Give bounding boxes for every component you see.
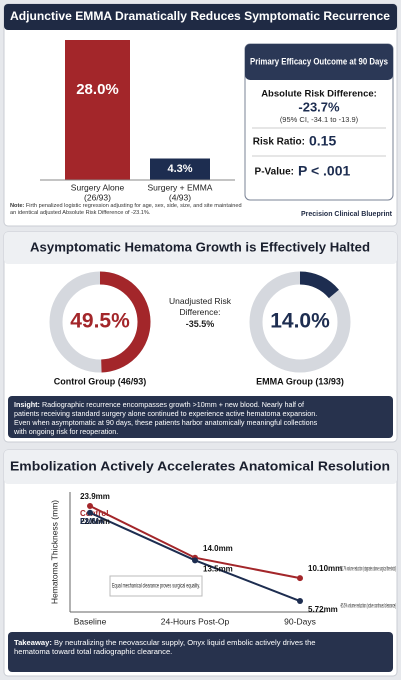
value-label: 4.3%: [167, 163, 192, 175]
takeaway-label: Takeaway:: [14, 638, 52, 647]
box-value: -23.7%: [298, 99, 340, 114]
donut-arc: [299, 271, 339, 299]
insight-box: Insight: Radiographic recurrence encompa…: [8, 396, 393, 438]
point: [87, 502, 93, 509]
bar: [150, 158, 210, 180]
donut-label: Control Group (46/93): [54, 376, 147, 386]
brand: Precision Clinical Blueprint: [301, 211, 393, 218]
box-label: P-Value:: [255, 167, 294, 178]
point: [297, 575, 303, 582]
panel-title: Asymptomatic Hematoma Growth is Effectiv…: [30, 239, 370, 254]
data-label: 13.5mm: [203, 564, 233, 573]
data-label: 14.0mm: [203, 544, 233, 553]
rd-value: -35.5%: [185, 319, 215, 330]
panel-header: [4, 450, 397, 484]
panel-header: [4, 232, 397, 264]
annotation: -85.5% volume reduction (active continue…: [340, 603, 396, 610]
box-value: P < .001: [298, 163, 351, 179]
x-tick-sublabel: (26/93): [84, 192, 111, 202]
data-label: 22.6mm: [80, 517, 110, 526]
rd-label: Unadjusted Risk Difference:: [169, 296, 231, 317]
panel-header: [4, 4, 397, 30]
box-title: Primary Efficacy Outcome at 90 Days: [250, 57, 388, 68]
takeaway-text: By neutralizing the neovascular supply, …: [14, 638, 316, 657]
x-tick-sublabel: (4/93): [169, 192, 191, 202]
point: [192, 557, 198, 564]
note-text: Firth penalized logistic regression adju…: [10, 203, 242, 216]
annotation: -71.7% volume reduction (stagnates above…: [340, 566, 396, 573]
takeaway-box: Takeaway: By neutralizing the neovascula…: [8, 632, 393, 672]
data-label: 5.72mm: [308, 605, 338, 614]
box-value: 0.15: [309, 133, 336, 149]
annotation: Equal mechanical clearance proves surgic…: [112, 583, 200, 590]
insight-text: Radiographic recurrence encompasses grow…: [14, 400, 318, 436]
donut-value: 14.0%: [270, 310, 330, 333]
panel-title: Embolization Actively Accelerates Anatom…: [10, 458, 390, 473]
outcome-box-header: [245, 44, 393, 80]
bar: [65, 40, 130, 180]
box-label: Risk Ratio:: [253, 137, 305, 148]
risk-difference: Unadjusted Risk Difference: -35.5%: [160, 296, 240, 331]
y-axis-label: Hematoma Thickness (mm): [49, 500, 59, 604]
donut-arc: [99, 271, 151, 373]
donut-label: EMMA Group (13/93): [256, 376, 344, 386]
donut-value: 49.5%: [70, 310, 130, 333]
x-tick-label: 24-Hours Post-Op: [161, 616, 230, 626]
x-tick-label: Baseline: [74, 616, 107, 626]
data-label: 10.10mm: [308, 564, 342, 573]
data-label: 23.9mm: [80, 492, 110, 501]
point: [297, 598, 303, 605]
box-ci: (95% CI, -34.1 to -13.9): [280, 115, 359, 124]
x-tick-label: Surgery Alone: [71, 182, 125, 192]
annotation-box: [109, 575, 203, 597]
note-label: Note:: [10, 203, 25, 209]
value-label: 28.0%: [76, 81, 119, 98]
x-tick-label: Surgery + EMMA: [148, 182, 213, 192]
point: [87, 509, 93, 516]
box-label: Absolute Risk Difference:: [261, 89, 377, 100]
insight-label: Insight:: [14, 400, 40, 409]
legend-entry: EMMA: [80, 517, 105, 526]
x-tick-label: 90-Days: [284, 616, 316, 626]
panel-title: Adjunctive EMMA Dramatically Reduces Sym…: [10, 9, 390, 23]
footnote: Note: Firth penalized logistic regressio…: [10, 203, 242, 217]
